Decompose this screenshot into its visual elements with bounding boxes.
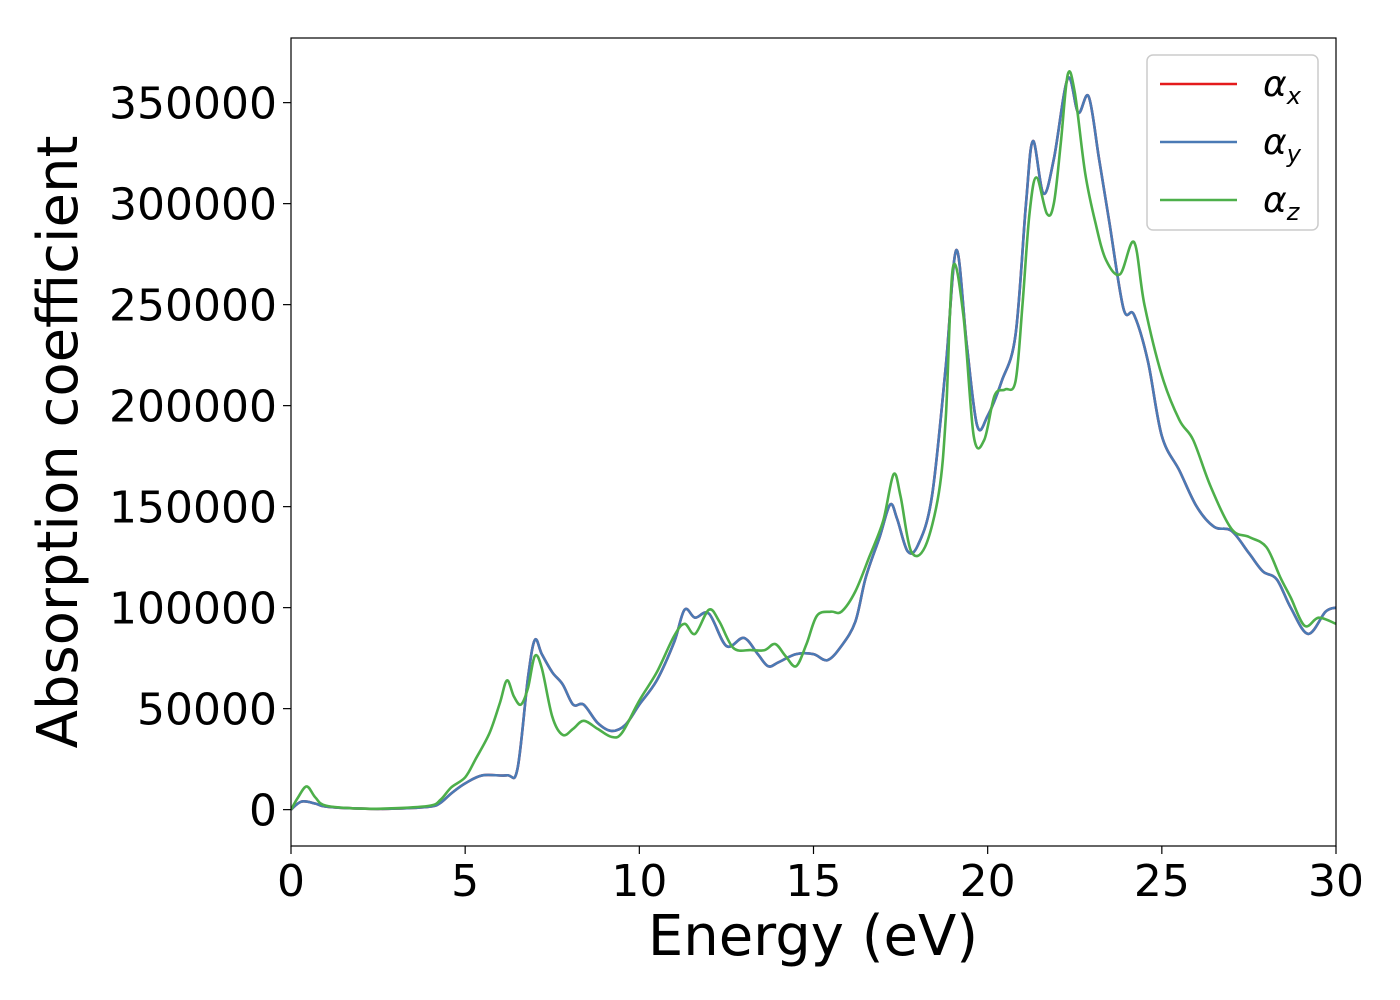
x-tick-label: 20 bbox=[960, 856, 1016, 907]
y-tick-label: 50000 bbox=[137, 685, 277, 736]
y-tick-label: 100000 bbox=[109, 584, 277, 635]
y-axis-title: Absorption coefficient bbox=[26, 136, 91, 749]
x-tick-label: 15 bbox=[786, 856, 842, 907]
legend-items: αx αy αz bbox=[1160, 64, 1302, 226]
x-axis-title: Energy (eV) bbox=[648, 904, 978, 969]
legend-label-y: αy bbox=[1263, 122, 1302, 168]
y-tick-label: 0 bbox=[249, 786, 277, 837]
x-tick-label: 30 bbox=[1308, 856, 1364, 907]
x-tick-label: 0 bbox=[277, 856, 305, 907]
legend: αx αy αz bbox=[1146, 54, 1319, 231]
x-tick-label: 25 bbox=[1134, 856, 1190, 907]
legend-label-x: αx bbox=[1263, 64, 1302, 110]
series-line-y bbox=[291, 76, 1336, 811]
series-line-z bbox=[291, 70, 1336, 811]
y-tick-label: 150000 bbox=[109, 483, 277, 534]
legend-label-z: αz bbox=[1263, 180, 1301, 226]
y-tick-label: 300000 bbox=[109, 180, 277, 231]
y-tick-label: 350000 bbox=[109, 79, 277, 130]
x-tick-label: 10 bbox=[611, 856, 667, 907]
x-axis-ticks: 0 5 10 15 20 25 30 bbox=[277, 846, 1364, 907]
y-tick-label: 200000 bbox=[109, 382, 277, 433]
y-tick-label: 250000 bbox=[109, 281, 277, 332]
x-tick-label: 5 bbox=[451, 856, 479, 907]
series-layer bbox=[291, 70, 1336, 811]
y-axis-ticks: 0 50000 100000 150000 200000 250000 300000 3500… bbox=[109, 79, 291, 837]
